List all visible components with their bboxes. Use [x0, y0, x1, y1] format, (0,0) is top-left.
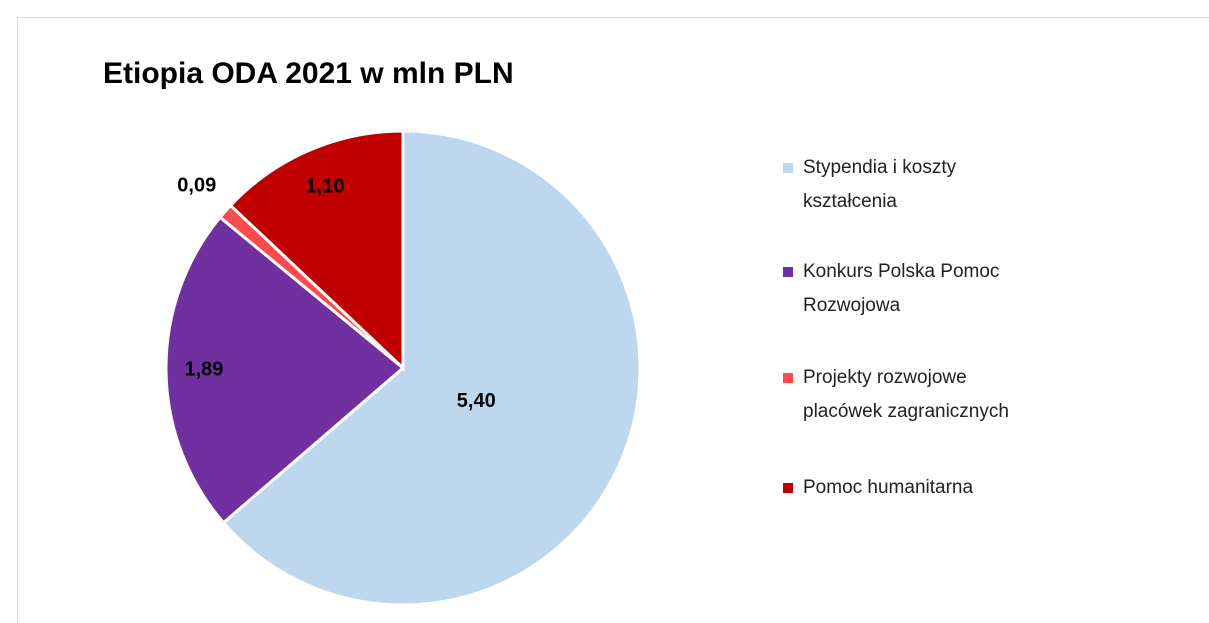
legend-item: Pomoc humanitarna: [783, 471, 1043, 505]
data-label: 0,09: [177, 175, 216, 197]
legend-swatch: [783, 163, 793, 173]
legend-item: Projekty rozwojowe placówek zagranicznyc…: [783, 361, 1043, 429]
legend-swatch: [783, 373, 793, 383]
legend-item: Konkurs Polska Pomoc Rozwojowa: [783, 255, 1043, 323]
pie-slice: [164, 215, 406, 525]
legend-swatch: [783, 267, 793, 277]
legend-label: Stypendia i koszty kształcenia: [803, 157, 957, 212]
legend-item: Stypendia i koszty kształcenia: [783, 151, 1043, 219]
legend-swatch: [783, 483, 793, 493]
chart-title: Etiopia ODA 2021 w mln PLN: [103, 57, 514, 90]
pie-slice: [221, 129, 642, 607]
legend-label: Konkurs Polska Pomoc Rozwojowa: [803, 261, 1000, 316]
legend-label: Projekty rozwojowe placówek zagranicznyc…: [803, 367, 1009, 422]
legend-label: Pomoc humanitarna: [803, 477, 974, 498]
data-label: 1,10: [306, 176, 345, 198]
data-label: 1,89: [184, 358, 223, 380]
data-label: 5,40: [457, 390, 496, 412]
pie-slice: [228, 129, 405, 372]
chart-border: [17, 17, 1209, 623]
